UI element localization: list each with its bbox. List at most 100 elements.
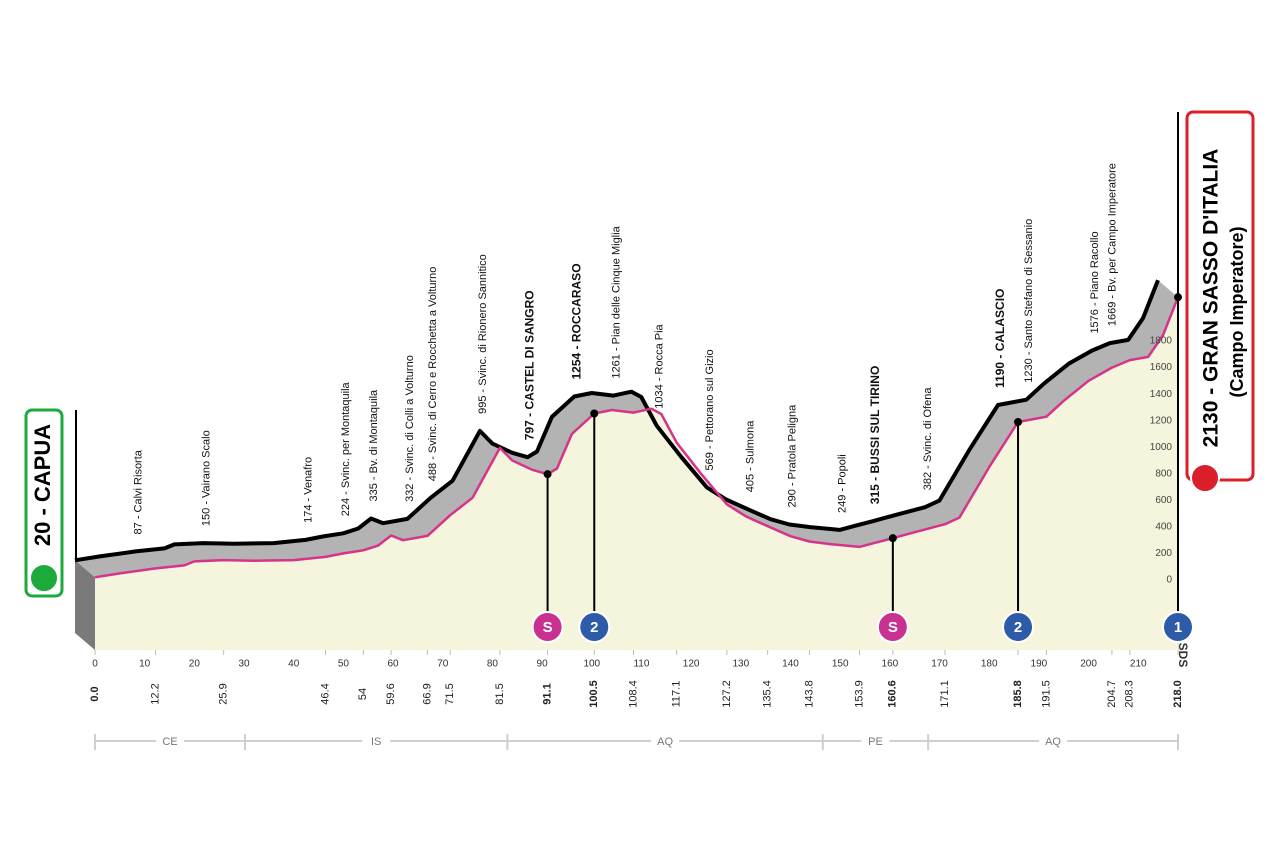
waypoint-name: 150 - Vairano Scalo <box>201 430 213 526</box>
profile-line <box>94 296 1180 579</box>
x-tick-label: 120 <box>683 659 700 670</box>
marker-badge <box>1162 611 1194 643</box>
x-tick-label: 80 <box>487 659 499 670</box>
waypoint-name: 488 - Svinc. di Cerro e Rocchetta a Volt… <box>427 267 439 482</box>
y-tick-label: 1600 <box>1150 362 1173 373</box>
y-tick-label: 1400 <box>1150 389 1173 400</box>
waypoint-name: 249 - Popoli <box>836 454 848 513</box>
waypoint-km: 143.8 <box>803 680 815 708</box>
marker-badge <box>531 611 564 643</box>
y-tick-label: 1000 <box>1150 442 1173 453</box>
start-icon <box>29 563 59 593</box>
region-label: IS <box>371 736 381 748</box>
waypoint-km: 160.6 <box>887 680 899 708</box>
waypoint-name: 1669 - Bv. per Campo Imperatore <box>1107 163 1119 326</box>
waypoint-km: 117.1 <box>671 681 683 708</box>
x-tick-label: 70 <box>437 659 449 670</box>
y-tick-label: 1800 <box>1150 336 1173 347</box>
profile-back-line <box>74 279 1160 563</box>
profile-side <box>75 560 95 650</box>
marker-label: 1 <box>1174 619 1182 636</box>
x-tick-label: 150 <box>832 659 849 670</box>
x-tick-label: 50 <box>338 659 350 670</box>
waypoint-km: 153.9 <box>853 680 865 708</box>
region-label-bg <box>861 733 890 749</box>
region-label-bg <box>1039 733 1068 749</box>
x-tick-label: 160 <box>882 659 899 670</box>
y-tick-label: 600 <box>1155 495 1172 506</box>
logo: SDS <box>1176 643 1190 668</box>
start-box <box>24 408 64 598</box>
x-tick-label: 170 <box>931 659 948 670</box>
x-tick-label: 40 <box>288 659 300 670</box>
finish-sublabel: (Campo Imperatore) <box>1227 226 1247 397</box>
y-tick-label: 1200 <box>1150 415 1173 426</box>
x-tick-label: 90 <box>537 659 549 670</box>
waypoint-km: 204.7 <box>1106 680 1118 708</box>
x-tick-label: 210 <box>1130 659 1147 670</box>
y-tick-label: 400 <box>1155 522 1172 533</box>
waypoint-name: 569 - Pettorano sul Gizio <box>704 349 716 470</box>
region-label-bg <box>156 733 185 749</box>
waypoint-km: 135.4 <box>762 680 774 708</box>
waypoint-name: 224 - Svinc. per Montaquila <box>340 381 352 516</box>
waypoint-km: 46.4 <box>319 683 331 704</box>
marker-label: 2 <box>590 619 598 636</box>
marker-badge <box>578 611 611 643</box>
marker-dot <box>543 470 552 479</box>
waypoint-name: 995 - Svinc. di Rionero Sannitico <box>477 254 489 414</box>
x-tick-label: 180 <box>981 659 998 670</box>
x-tick-label: 60 <box>388 659 400 670</box>
y-tick-label: 200 <box>1155 548 1172 559</box>
waypoint-name: 1230 - Santo Stefano di Sessanio <box>1023 219 1035 383</box>
waypoint-km: 191.5 <box>1040 680 1052 708</box>
waypoint-name: 1261 - Pian delle Cinque Miglia <box>610 225 622 378</box>
x-tick-label: 140 <box>782 659 799 670</box>
waypoint-name: 1034 - Rocca Pia <box>654 323 666 408</box>
finish-label: 2130 - GRAN SASSO D'ITALIA <box>1200 149 1223 448</box>
marker-label: 2 <box>1014 619 1022 636</box>
waypoint-name: 335 - Bv. di Montaquila <box>368 389 380 502</box>
waypoint-name: 797 - CASTEL DI SANGRO <box>523 290 537 440</box>
waypoint-km: 218.0 <box>1172 680 1184 708</box>
waypoint-name: 332 - Svinc. di Colli a Volturno <box>404 355 416 502</box>
marker-label: S <box>543 619 553 636</box>
x-tick-label: 20 <box>189 659 201 670</box>
y-tick-label: 800 <box>1155 468 1172 479</box>
waypoint-km: 59.6 <box>385 683 397 704</box>
x-tick-label: 110 <box>633 659 649 670</box>
waypoint-km: 108.4 <box>627 680 639 708</box>
marker-badge <box>1002 611 1035 643</box>
x-tick-label: 130 <box>732 659 749 670</box>
x-tick-label: 100 <box>583 659 600 670</box>
x-tick-label: 0 <box>92 659 98 670</box>
waypoint-name: 290 - Pratola Peligna <box>786 404 798 508</box>
x-tick-label: 30 <box>238 659 250 670</box>
region-label: AQ <box>1045 736 1061 748</box>
marker-dot <box>590 409 599 418</box>
waypoint-km: 185.8 <box>1012 680 1024 708</box>
waypoint-km: 54 <box>357 688 369 700</box>
marker-label: S <box>888 619 898 636</box>
marker-badge <box>876 611 909 643</box>
waypoint-name: 382 - Svinc. di Ofena <box>922 387 934 491</box>
waypoint-km: 66.9 <box>421 683 433 704</box>
start-label: 20 - CAPUA <box>30 424 55 546</box>
waypoint-name: 1576 - Piano Racollo <box>1089 231 1101 333</box>
waypoint-name: 87 - Calvi Risorta <box>133 449 145 534</box>
waypoint-km: 81.5 <box>494 683 506 704</box>
x-tick-label: 190 <box>1031 659 1048 670</box>
y-tick-label: 0 <box>1166 575 1172 586</box>
waypoint-km: 71.5 <box>444 683 456 704</box>
finish-box <box>1185 110 1255 482</box>
waypoint-km: 208.3 <box>1124 680 1136 708</box>
region-label-bg <box>651 733 680 749</box>
x-tick-label: 200 <box>1080 659 1097 670</box>
region-label-bg <box>362 733 391 749</box>
marker-dot <box>888 534 897 543</box>
waypoint-km: 100.5 <box>588 680 600 708</box>
waypoint-km: 12.2 <box>150 683 162 704</box>
